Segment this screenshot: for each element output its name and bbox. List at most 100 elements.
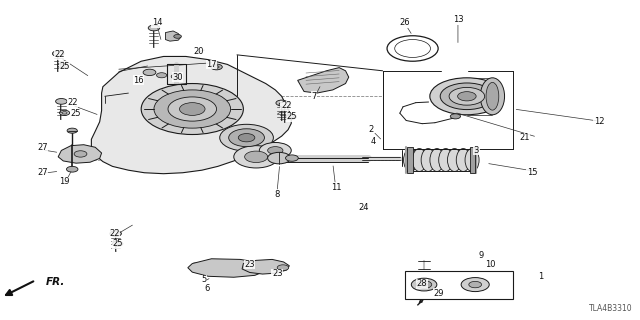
Circle shape	[157, 73, 167, 78]
Circle shape	[74, 151, 87, 157]
Bar	[408, 147, 413, 173]
Ellipse shape	[465, 148, 479, 172]
Circle shape	[52, 51, 64, 56]
Text: 2: 2	[369, 125, 374, 134]
Circle shape	[228, 129, 264, 147]
Circle shape	[60, 64, 65, 67]
Text: 25: 25	[112, 239, 123, 248]
Circle shape	[234, 146, 278, 168]
Text: 22: 22	[109, 229, 120, 238]
Circle shape	[289, 116, 294, 118]
Text: 26: 26	[399, 19, 410, 28]
Circle shape	[421, 283, 428, 286]
Circle shape	[279, 102, 291, 108]
Text: 7: 7	[311, 92, 316, 101]
Polygon shape	[242, 260, 289, 274]
Text: 19: 19	[60, 177, 70, 186]
Bar	[470, 147, 475, 173]
Text: 10: 10	[484, 260, 495, 269]
Circle shape	[449, 87, 484, 105]
Circle shape	[259, 142, 291, 158]
Text: 17: 17	[206, 60, 217, 69]
Text: 16: 16	[133, 76, 144, 85]
Circle shape	[67, 166, 78, 172]
Circle shape	[276, 100, 287, 106]
Circle shape	[461, 277, 489, 292]
Text: 1: 1	[538, 272, 543, 281]
Text: 4: 4	[371, 137, 376, 146]
Ellipse shape	[412, 148, 426, 172]
Ellipse shape	[480, 78, 504, 115]
Circle shape	[172, 74, 181, 79]
Text: 14: 14	[152, 19, 163, 28]
Text: 27: 27	[37, 143, 47, 152]
Circle shape	[214, 66, 219, 68]
Circle shape	[179, 103, 205, 116]
Polygon shape	[298, 68, 349, 93]
Circle shape	[154, 90, 230, 128]
Polygon shape	[58, 145, 102, 163]
Circle shape	[60, 110, 70, 116]
Ellipse shape	[456, 148, 470, 172]
Circle shape	[412, 278, 437, 291]
Text: 20: 20	[193, 47, 204, 56]
Circle shape	[244, 151, 268, 163]
Polygon shape	[188, 259, 266, 277]
Text: 11: 11	[331, 183, 341, 192]
Circle shape	[285, 155, 298, 161]
Circle shape	[440, 83, 493, 109]
Circle shape	[168, 97, 216, 121]
Text: 9: 9	[478, 251, 484, 260]
Circle shape	[286, 114, 296, 119]
Text: TLA4B3310: TLA4B3310	[589, 304, 633, 313]
Text: 6: 6	[204, 284, 210, 293]
Circle shape	[220, 124, 273, 151]
Circle shape	[451, 114, 461, 119]
Text: 24: 24	[358, 203, 369, 212]
Circle shape	[148, 25, 160, 31]
Circle shape	[211, 64, 222, 70]
Text: 5: 5	[201, 275, 206, 284]
Circle shape	[468, 281, 481, 288]
Polygon shape	[166, 31, 180, 41]
Circle shape	[115, 243, 120, 245]
Text: 25: 25	[286, 113, 296, 122]
Text: 25: 25	[60, 61, 70, 70]
Circle shape	[113, 241, 123, 246]
Circle shape	[238, 133, 255, 142]
Text: 28: 28	[417, 279, 428, 288]
Text: 3: 3	[474, 146, 479, 155]
Text: 22: 22	[281, 101, 291, 110]
Text: 23: 23	[272, 269, 282, 278]
Circle shape	[173, 35, 181, 38]
Circle shape	[110, 231, 122, 236]
Text: 8: 8	[274, 190, 279, 199]
Text: 22: 22	[55, 50, 65, 59]
Ellipse shape	[404, 148, 418, 172]
Circle shape	[58, 63, 68, 68]
Circle shape	[268, 147, 283, 154]
Circle shape	[268, 152, 291, 164]
Circle shape	[430, 78, 504, 115]
Text: 12: 12	[594, 117, 604, 126]
Text: 27: 27	[37, 168, 47, 177]
Ellipse shape	[430, 148, 444, 172]
Text: 29: 29	[433, 289, 444, 298]
Text: FR.: FR.	[45, 277, 65, 287]
Text: 21: 21	[519, 133, 530, 142]
Circle shape	[56, 99, 67, 104]
Text: 23: 23	[244, 260, 255, 269]
Circle shape	[141, 84, 243, 134]
Circle shape	[62, 112, 67, 114]
Ellipse shape	[421, 148, 435, 172]
Circle shape	[143, 69, 156, 76]
Text: 30: 30	[172, 73, 183, 82]
Circle shape	[67, 128, 77, 133]
Text: 25: 25	[71, 109, 81, 118]
Circle shape	[277, 265, 289, 270]
Ellipse shape	[447, 148, 461, 172]
Bar	[405, 270, 513, 299]
Polygon shape	[92, 56, 291, 174]
Text: 13: 13	[452, 15, 463, 24]
Ellipse shape	[438, 148, 452, 172]
